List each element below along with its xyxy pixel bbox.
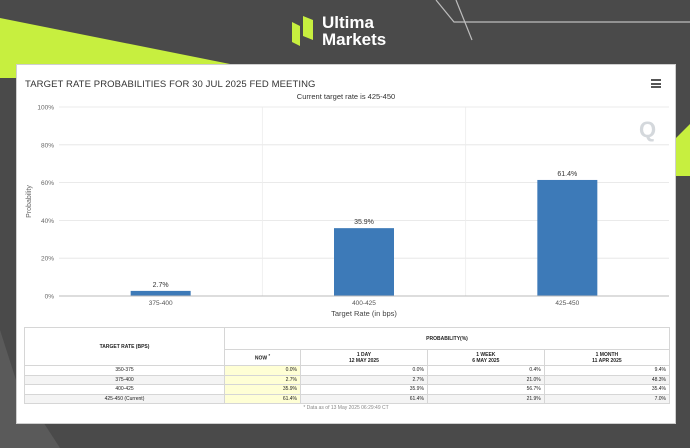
x-tick-label: 400-425 xyxy=(352,300,376,307)
data-label: 35.9% xyxy=(354,219,374,226)
ultima-logo-icon xyxy=(292,16,313,46)
probability-bar-chart: 0% 20% 40% 60% 80% 100% Q 2.7% 375-400 35.9% 400-4… xyxy=(26,105,669,318)
watermark-icon: Q xyxy=(639,117,656,142)
table-row: 400-425 35.9% 35.9% 56.7% 35.4% xyxy=(24,384,671,395)
rate-column-header: TARGET RATE (BPS) xyxy=(24,327,225,366)
probability-header: PROBABILITY(%) xyxy=(224,327,670,350)
data-timestamp-note: * Data as of 13 May 2025 06:29:49 CT xyxy=(303,405,389,411)
brand-line1: Ultima xyxy=(322,13,374,32)
y-tick-label: 20% xyxy=(41,256,54,263)
table-row: 350-375 0.0% 0.0% 0.4% 9.4% xyxy=(24,365,671,376)
chart-title: TARGET RATE PROBABILITIES FOR 30 JUL 202… xyxy=(25,79,316,90)
x-axis-title: Target Rate (in bps) xyxy=(331,309,397,318)
y-tick-label: 0% xyxy=(45,294,55,301)
month-column-header: 1 MONTH 11 APR 2025 xyxy=(543,349,671,366)
chart-subtitle: Current target rate is 425-450 xyxy=(296,92,396,101)
table-row: 375-400 2.7% 2.7% 21.0% 48.3% xyxy=(24,374,671,385)
y-tick-label: 80% xyxy=(41,142,54,149)
y-tick-label: 40% xyxy=(41,218,54,225)
probability-table: TARGET RATE (BPS) PROBABILITY(%) NOW * 1… xyxy=(24,327,671,404)
data-label: 2.7% xyxy=(153,282,169,289)
now-column-header: NOW * xyxy=(224,349,301,366)
bar-375-400 xyxy=(130,290,191,296)
fedwatch-panel: TARGET RATE PROBABILITIES FOR 30 JUL 202… xyxy=(16,64,676,424)
day-column-header: 1 DAY 12 MAY 2025 xyxy=(300,349,428,366)
brand-line2: Markets xyxy=(322,30,387,49)
table-row: 425-450 (Current) 61.4% 61.4% 21.9% 7.0% xyxy=(24,393,671,404)
hamburger-menu-icon[interactable] xyxy=(651,79,661,88)
bar-425-450 xyxy=(537,179,598,296)
x-tick-label: 375-400 xyxy=(149,300,173,307)
data-label: 61.4% xyxy=(557,171,577,178)
week-column-header: 1 WEEK 6 MAY 2025 xyxy=(426,349,545,366)
brand-logo: Ultima Markets xyxy=(292,14,386,48)
x-tick-label: 425-450 xyxy=(555,300,579,307)
bar-400-425 xyxy=(334,228,394,296)
y-axis-title: Probability xyxy=(26,185,33,218)
y-tick-label: 60% xyxy=(41,180,54,187)
y-tick-label: 100% xyxy=(37,105,54,112)
